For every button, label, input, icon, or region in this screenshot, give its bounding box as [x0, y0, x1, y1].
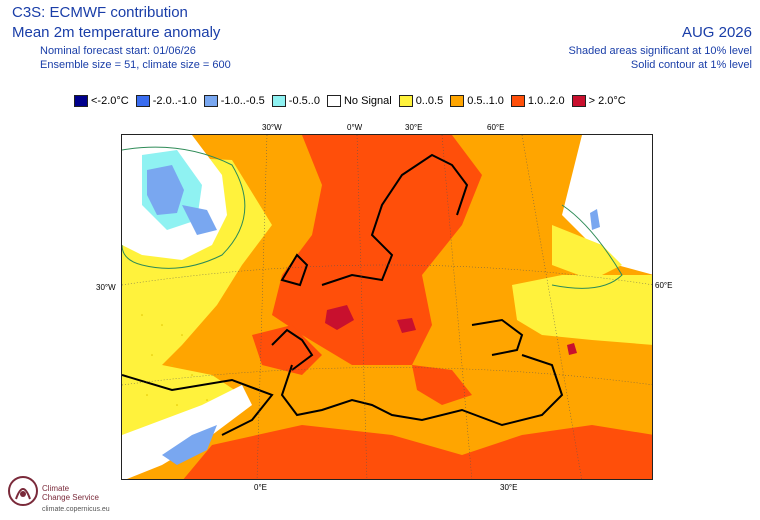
legend-label: 1.0..2.0: [527, 95, 565, 107]
yellow-region-east: [512, 275, 652, 345]
lon-label-top: 0°W: [347, 123, 363, 132]
legend-item: -0.5..0: [271, 95, 320, 107]
legend-swatch: [203, 95, 218, 107]
legend-item: 0..0.5: [398, 95, 444, 107]
legend-item: No Signal: [326, 95, 392, 107]
legend-item: -2.0..-1.0: [135, 95, 197, 107]
hot-spot-alps: [397, 318, 416, 333]
contour-note: Solid contour at 1% level: [630, 59, 752, 71]
cold-region-sw: [162, 425, 217, 465]
legend-label: > 2.0°C: [588, 95, 626, 107]
legend-label: No Signal: [343, 95, 392, 107]
lat-label-right: 60°E: [655, 281, 673, 290]
legend-label: <-2.0°C: [91, 95, 129, 107]
map-graphic: [122, 135, 652, 479]
legend-label: -1.0..-0.5: [220, 95, 265, 107]
legend-item: -1.0..-0.5: [203, 95, 265, 107]
lon-label-top: 30°E: [405, 123, 423, 132]
legend: <-2.0°C -2.0..-1.0 -1.0..-0.5 -0.5..0 No…: [74, 93, 633, 109]
logo-line1: Climate: [42, 484, 70, 493]
coastlines: [122, 153, 564, 436]
yellow-region-ne: [552, 225, 622, 280]
anomaly-map: [121, 134, 653, 480]
legend-swatch: [571, 95, 586, 107]
forecast-start: Nominal forecast start: 01/06/26: [40, 45, 196, 57]
climate-change-service-logo: [8, 476, 38, 506]
title: C3S: ECMWF contribution: [12, 4, 188, 21]
legend-swatch: [74, 95, 88, 107]
ensemble-info: Ensemble size = 51, climate size = 600: [40, 59, 231, 71]
legend-label: 0.5..1.0: [467, 95, 504, 107]
legend-swatch: [398, 95, 413, 107]
no-signal-region-ne: [562, 135, 652, 275]
cold-region-greenland-core: [147, 165, 184, 215]
legend-item: > 2.0°C: [571, 95, 626, 107]
hot-spot-caucasus: [567, 343, 577, 355]
graticule: [122, 135, 652, 479]
lon-label-bottom: 0°E: [254, 483, 267, 492]
lat-label-left: 30°W: [96, 283, 116, 292]
legend-item: 0.5..1.0: [450, 95, 504, 107]
legend-swatch: [510, 95, 525, 107]
warm-region-balkans: [412, 365, 472, 405]
lon-label-top: 60°E: [487, 123, 505, 132]
hot-spot-france: [325, 305, 354, 330]
cold-region-ne: [590, 209, 600, 230]
legend-swatch: [326, 95, 341, 107]
shaded-note: Shaded areas significant at 10% level: [568, 45, 752, 57]
hatch-pattern: [141, 314, 208, 406]
warm-region-europe: [272, 135, 482, 365]
subtitle: Mean 2m temperature anomaly: [12, 24, 221, 41]
legend-label: -0.5..0: [288, 95, 320, 107]
period: AUG 2026: [681, 24, 752, 41]
legend-label: 0..0.5: [415, 95, 444, 107]
warm-region-iberia: [252, 325, 322, 375]
legend-item: <-2.0°C: [74, 95, 129, 107]
legend-swatch: [135, 95, 150, 107]
lon-label-top: 30°W: [262, 123, 282, 132]
no-signal-region-sw: [122, 385, 252, 479]
legend-item: 1.0..2.0: [510, 95, 565, 107]
logo-url: climate.copernicus.eu: [42, 506, 110, 513]
warm-region-africa: [183, 425, 652, 479]
legend-swatch: [271, 95, 286, 107]
logo-text: Climate Change Service: [42, 484, 99, 502]
legend-label: -2.0..-1.0: [152, 95, 197, 107]
logo-line2: Change Service: [42, 493, 99, 502]
lon-label-bottom: 30°E: [500, 483, 518, 492]
legend-swatch: [450, 95, 465, 107]
cold-region-small: [182, 205, 217, 235]
significance-contours: [122, 146, 623, 289]
